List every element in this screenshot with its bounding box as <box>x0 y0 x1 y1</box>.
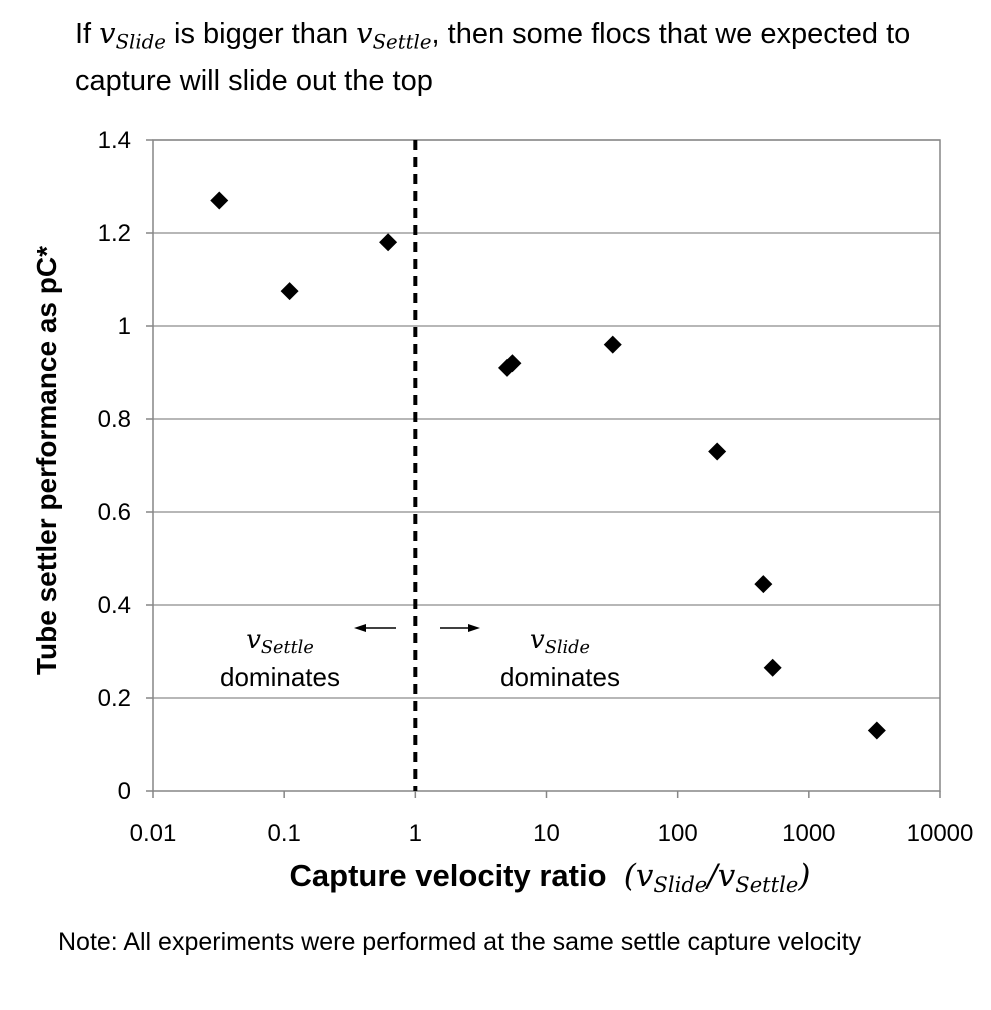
header-pre: If <box>75 18 100 50</box>
data-points <box>210 191 886 740</box>
slide-dominates-label: vSlide dominates <box>470 626 650 692</box>
v-slide-sub: Slide <box>115 30 166 54</box>
v-slide-symbol: vSlide <box>99 16 166 54</box>
x-math-den-base: v <box>717 858 736 894</box>
x-math-open: ( <box>623 858 636 894</box>
y-axis-label: Tube settler performance as pC* <box>31 246 62 675</box>
x-tick-label: 0.1 <box>267 820 300 847</box>
header-mid: is bigger than <box>165 18 357 50</box>
data-point <box>867 721 886 740</box>
x-tick-label: 1000 <box>782 820 835 847</box>
v-settle-symbol: vSettle <box>356 16 431 54</box>
data-point <box>379 233 398 252</box>
data-point <box>280 282 299 301</box>
plot-frame <box>152 139 941 792</box>
x-math-den-sub: Settle <box>735 871 799 897</box>
x-tick-label: 10000 <box>907 820 974 847</box>
settle-dominates-sub: Settle <box>260 637 314 658</box>
v-settle-base: v <box>356 16 373 50</box>
annotation-arrows <box>354 624 480 632</box>
y-tick-label: 1.2 <box>98 220 131 247</box>
grid-lines <box>153 139 940 699</box>
data-point <box>603 335 622 354</box>
note-text: Note: All experiments were performed at … <box>58 928 862 956</box>
x-math-num-sub: Slide <box>653 871 708 897</box>
x-axis-label-math: (vSlide/vSettle) <box>623 858 811 897</box>
y-tick-label: 0.6 <box>98 499 131 526</box>
slide-dominates-sub: Slide <box>544 637 590 658</box>
right-arrow-head <box>468 624 480 632</box>
axes <box>146 139 941 798</box>
y-tick-label: 1 <box>118 313 131 340</box>
data-point <box>210 191 229 210</box>
data-point <box>708 442 727 461</box>
y-tick-label: 0.2 <box>98 685 131 712</box>
settle-dominates-label: vSettle dominates <box>190 626 370 692</box>
y-tick-label: 0 <box>118 778 131 805</box>
x-tick-label: 0.01 <box>130 820 177 847</box>
left-arrow-head <box>354 624 366 632</box>
y-tick-label: 0.8 <box>98 406 131 433</box>
settle-dominates-base: v <box>246 625 261 655</box>
slide-dominates-base: v <box>530 625 545 655</box>
x-tick-label: 10 <box>533 820 560 847</box>
header-post: , then some flocs that we expected to ca… <box>75 18 911 97</box>
header-text: If vSlide is bigger than vSettle, then s… <box>75 14 955 100</box>
y-tick-label: 1.4 <box>98 127 131 154</box>
x-math-slash: / <box>707 858 718 894</box>
data-point <box>503 354 522 373</box>
data-point <box>754 575 773 594</box>
settle-dominates-text: dominates <box>220 661 340 692</box>
slide-dominates-symbol: vSlide <box>470 626 650 663</box>
x-tick-label: 100 <box>658 820 698 847</box>
v-settle-sub: Settle <box>372 30 432 54</box>
settle-dominates-symbol: vSettle <box>190 626 370 663</box>
x-axis-label-text: Capture velocity ratio <box>289 858 607 893</box>
x-math-num-base: v <box>635 858 654 894</box>
x-axis-label: Capture velocity ratio (vSlide/vSettle) <box>160 856 940 905</box>
tick-labels: 0 0.2 0.4 0.6 0.8 1 1.2 1.4 0.01 0.1 1 10 100 1000 100… <box>98 127 974 847</box>
slide-dominates-text: dominates <box>500 661 620 692</box>
y-tick-label: 0.4 <box>98 592 131 619</box>
data-point <box>763 658 782 677</box>
x-math-close: ) <box>798 858 811 894</box>
x-tick-label: 1 <box>409 820 422 847</box>
v-slide-base: v <box>99 16 116 50</box>
